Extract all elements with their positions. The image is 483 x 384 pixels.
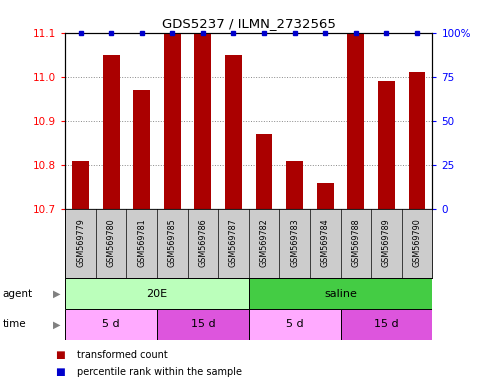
- Text: GSM569783: GSM569783: [290, 218, 299, 267]
- Text: ▶: ▶: [53, 289, 60, 299]
- Text: agent: agent: [2, 289, 32, 299]
- FancyBboxPatch shape: [157, 309, 249, 340]
- Text: GSM569789: GSM569789: [382, 218, 391, 267]
- Text: 20E: 20E: [146, 289, 168, 299]
- Text: time: time: [2, 319, 26, 329]
- FancyBboxPatch shape: [249, 278, 432, 309]
- Bar: [225, 55, 242, 209]
- Text: ■: ■: [56, 367, 65, 377]
- Bar: [72, 161, 89, 209]
- Text: ■: ■: [56, 350, 65, 360]
- FancyBboxPatch shape: [65, 309, 157, 340]
- Text: GSM569779: GSM569779: [76, 218, 85, 267]
- Text: 15 d: 15 d: [191, 319, 215, 329]
- Text: percentile rank within the sample: percentile rank within the sample: [77, 367, 242, 377]
- FancyBboxPatch shape: [249, 309, 341, 340]
- Text: GSM569780: GSM569780: [107, 218, 115, 267]
- Bar: [133, 90, 150, 209]
- Text: GSM569790: GSM569790: [412, 218, 422, 267]
- Bar: [286, 161, 303, 209]
- Text: GSM569784: GSM569784: [321, 218, 330, 267]
- Text: 5 d: 5 d: [102, 319, 120, 329]
- Text: 5 d: 5 d: [286, 319, 303, 329]
- Text: transformed count: transformed count: [77, 350, 168, 360]
- Bar: [317, 183, 334, 209]
- FancyBboxPatch shape: [341, 309, 432, 340]
- Bar: [256, 134, 272, 209]
- Text: GSM569781: GSM569781: [137, 218, 146, 267]
- Text: GSM569787: GSM569787: [229, 218, 238, 267]
- Bar: [195, 33, 211, 209]
- Bar: [378, 81, 395, 209]
- Text: GSM569782: GSM569782: [259, 218, 269, 267]
- Text: 15 d: 15 d: [374, 319, 398, 329]
- Text: GSM569785: GSM569785: [168, 218, 177, 267]
- Bar: [103, 55, 119, 209]
- Title: GDS5237 / ILMN_2732565: GDS5237 / ILMN_2732565: [162, 17, 336, 30]
- Text: GSM569786: GSM569786: [199, 218, 207, 267]
- Bar: [409, 72, 426, 209]
- Text: saline: saline: [324, 289, 357, 299]
- Bar: [347, 24, 364, 209]
- Text: GSM569788: GSM569788: [351, 218, 360, 267]
- FancyBboxPatch shape: [65, 278, 249, 309]
- Bar: [164, 24, 181, 209]
- Text: ▶: ▶: [53, 319, 60, 329]
